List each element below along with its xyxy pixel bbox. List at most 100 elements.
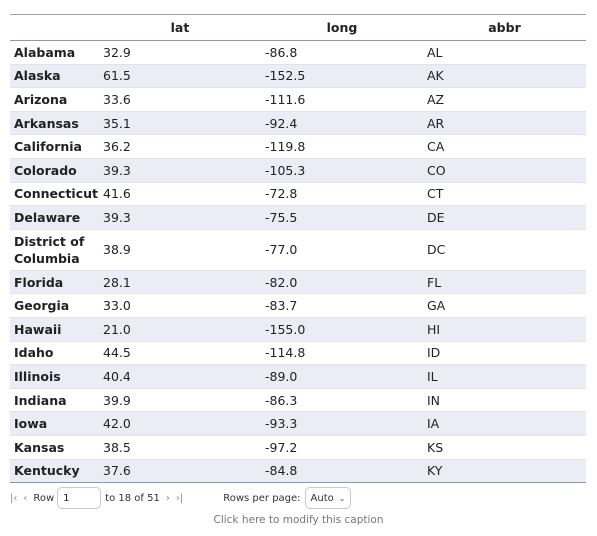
pagination-bar: |‹ ‹ Row to 18 of 51 › ›| Rows per page:… [10,486,586,510]
abbr-cell: AK [427,68,444,84]
data-table-container: lat long abbr Alabama 32.9 -86.8 AL Alaska 61… [10,14,586,483]
lat-cell: 40.4 [103,368,131,384]
abbr-cell: AZ [427,91,445,107]
abbr-cell: CT [427,186,444,202]
state-cell: Iowa [14,416,48,432]
lat-cell: 39.9 [103,392,131,408]
table-row: Colorado 39.3 -105.3 CO [10,158,586,183]
data-table: lat long abbr Alabama 32.9 -86.8 AL Alaska 61… [10,14,586,483]
long-cell: -92.4 [265,115,298,131]
previous-page-icon[interactable]: ‹ [23,492,28,504]
table-row: Delaware 39.3 -75.5 DE [10,205,586,230]
chevron-down-icon: ⌄ [338,493,346,503]
rows-per-page-value: Auto [310,492,334,504]
lat-cell: 39.3 [103,209,131,225]
lat-cell: 28.1 [103,274,131,290]
abbr-cell: IN [427,392,441,408]
table-row: Hawaii 21.0 -155.0 HI [10,317,586,342]
state-cell: Delaware [14,209,81,225]
lat-cell: 38.9 [103,242,131,258]
next-page-icon[interactable]: › [165,492,170,504]
table-row: Arkansas 35.1 -92.4 AR [10,111,586,135]
table-row: Alaska 61.5 -152.5 AK [10,64,586,88]
table-caption[interactable]: Click here to modify this caption [213,514,384,526]
column-header-long[interactable]: long [261,14,423,41]
lat-cell: 38.5 [103,439,131,455]
lat-cell: 41.6 [103,186,131,202]
state-cell: Illinois [14,368,61,384]
column-header-lat[interactable]: lat [99,14,261,41]
table-row: Florida 28.1 -82.0 FL [10,270,586,294]
long-cell: -111.6 [265,91,306,107]
abbr-cell: KY [427,463,443,479]
table-row: Arizona 33.6 -111.6 AZ [10,88,586,112]
state-cell: Kentucky [14,463,80,479]
lat-cell: 44.5 [103,345,131,361]
long-cell: -77.0 [265,242,298,258]
table-row: Connecticut 41.6 -72.8 CT [10,182,586,206]
lat-cell: 42.0 [103,416,131,432]
long-cell: -84.8 [265,463,298,479]
long-cell: -119.8 [265,139,306,155]
column-header-abbr[interactable]: abbr [423,14,586,41]
column-header-state[interactable] [10,14,99,41]
long-cell: -97.2 [265,439,298,455]
table-row: Idaho 44.5 -114.8 ID [10,341,586,365]
row-label: Row [33,492,55,504]
lat-cell: 33.0 [103,298,131,314]
state-cell: Alaska [14,68,61,84]
lat-cell: 37.6 [103,463,131,479]
abbr-cell: DC [427,242,446,258]
row-range-text: to 18 of 51 [105,492,160,504]
table-row: Kentucky 37.6 -84.8 KY [10,459,586,483]
long-cell: -155.0 [265,321,306,337]
long-cell: -83.7 [265,298,298,314]
abbr-cell: CA [427,139,445,155]
long-cell: -89.0 [265,368,298,384]
abbr-cell: IL [427,368,438,384]
state-cell: Indiana [14,392,67,408]
state-cell: District of Columbia [14,233,85,266]
first-page-icon[interactable]: |‹ [10,492,18,504]
state-cell: Arkansas [14,115,79,131]
table-row: Indiana 39.9 -86.3 IN [10,388,586,412]
table-row: Georgia 33.0 -83.7 GA [10,294,586,318]
long-cell: -75.5 [265,209,298,225]
long-cell: -114.8 [265,345,306,361]
abbr-cell: KS [427,439,444,455]
state-cell: Colorado [14,162,77,178]
table-row: Alabama 32.9 -86.8 AL [10,41,586,65]
abbr-cell: IA [427,416,440,432]
state-cell: California [14,139,82,155]
table-row: Iowa 42.0 -93.3 IA [10,411,586,436]
state-cell: Florida [14,274,64,290]
rows-per-page-select[interactable]: Auto ⌄ [304,487,352,509]
state-cell: Hawaii [14,321,62,337]
lat-cell: 21.0 [103,321,131,337]
long-cell: -72.8 [265,186,298,202]
abbr-cell: FL [427,274,442,290]
abbr-cell: AR [427,115,445,131]
abbr-cell: DE [427,209,445,225]
state-cell: Arizona [14,91,68,107]
abbr-cell: CO [427,162,446,178]
last-page-icon[interactable]: ›| [175,492,184,504]
state-cell: Kansas [14,439,65,455]
lat-cell: 32.9 [103,44,131,60]
abbr-cell: AL [427,44,443,60]
long-cell: -93.3 [265,416,298,432]
abbr-cell: GA [427,298,446,314]
table-row: District of Columbia 38.9 -77.0 DC [10,229,586,271]
table-row: California 36.2 -119.8 CA [10,135,586,159]
table-row: Illinois 40.4 -89.0 IL [10,364,586,389]
row-number-input[interactable] [57,487,102,509]
lat-cell: 35.1 [103,115,131,131]
state-cell: Alabama [14,44,76,60]
long-cell: -86.8 [265,44,298,60]
long-cell: -152.5 [265,68,306,84]
rows-per-page-label: Rows per page: [223,492,301,504]
long-cell: -105.3 [265,162,306,178]
lat-cell: 33.6 [103,91,131,107]
abbr-cell: ID [427,345,441,361]
lat-cell: 36.2 [103,139,131,155]
